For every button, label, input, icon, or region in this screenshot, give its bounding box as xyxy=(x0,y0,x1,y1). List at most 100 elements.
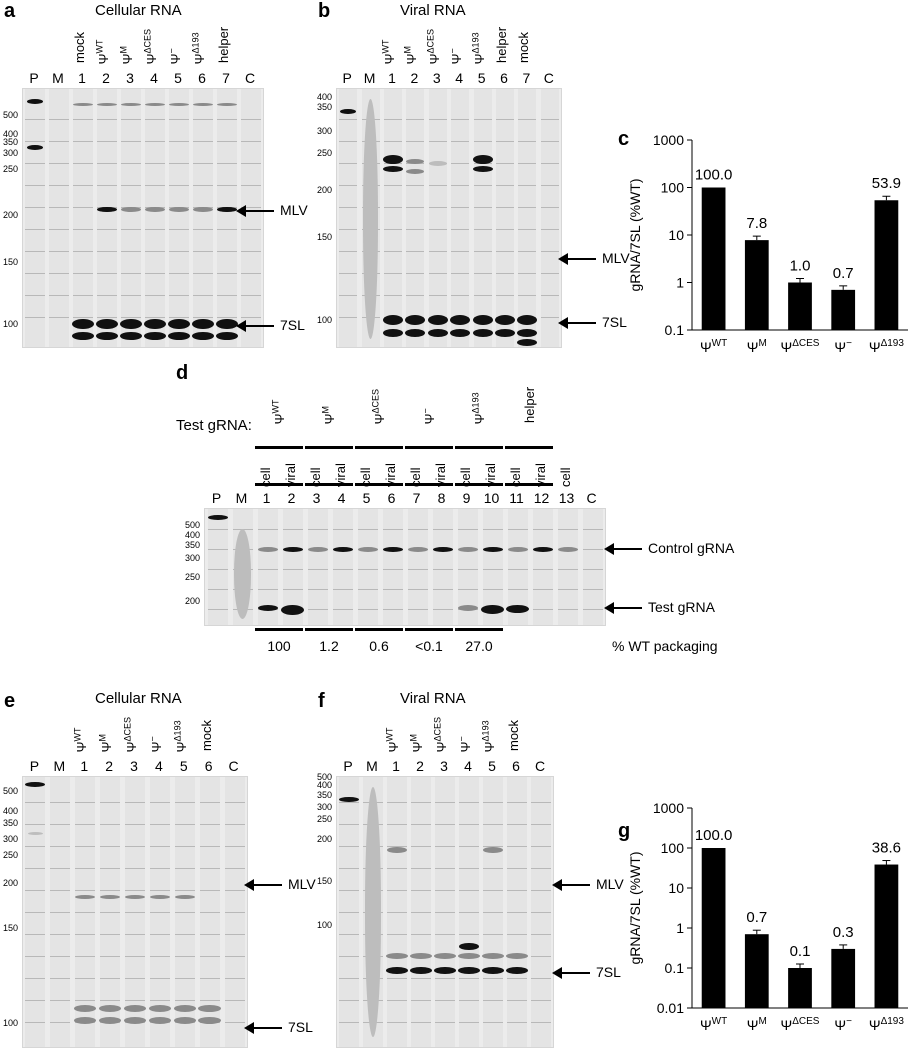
panel-d-packaging-label: % WT packaging xyxy=(612,638,718,654)
d-ladder-line xyxy=(482,589,503,590)
e-ladder-line xyxy=(149,846,170,847)
a-lane xyxy=(241,89,261,347)
e-ladder-line xyxy=(224,824,245,825)
e-marker-label: 250 xyxy=(2,850,18,860)
e-ladder-line xyxy=(125,978,145,979)
a-band xyxy=(73,103,93,106)
e-lane xyxy=(224,777,245,1047)
b-ladder-line xyxy=(451,251,470,252)
f-lane-label: M xyxy=(366,758,378,774)
a-ladder-line xyxy=(121,317,141,318)
a-ladder-line xyxy=(169,251,189,252)
a-ladder-line xyxy=(73,119,93,120)
e-ladder-line xyxy=(100,824,121,825)
a-ladder-line xyxy=(217,251,237,252)
e-ladder-line xyxy=(149,978,170,979)
f-ladder-line xyxy=(531,978,551,979)
a-ladder-line xyxy=(97,119,117,120)
d-ladder-line xyxy=(557,589,578,590)
e-ladder-line xyxy=(25,868,46,869)
e-ladder-line xyxy=(75,934,96,935)
e-ladder-line xyxy=(199,846,220,847)
b-ladder-line xyxy=(518,141,537,142)
a-marker-label: 400 xyxy=(2,129,18,139)
d-group-bar xyxy=(305,446,353,449)
f-ladder-line xyxy=(507,912,527,913)
f-ladder-line xyxy=(531,912,551,913)
category-label: ΨΔ193 xyxy=(869,338,905,355)
f-lane-label: 3 xyxy=(440,758,448,774)
b-ladder-line xyxy=(496,207,514,208)
f-ladder-line xyxy=(435,802,455,803)
b-ladder-line xyxy=(339,185,358,186)
f-marker-label: 500 xyxy=(316,772,332,782)
e-ladder-line xyxy=(75,824,96,825)
d-group-bar xyxy=(455,446,503,449)
b-marker-label: 100 xyxy=(316,315,332,325)
e-ladder-line xyxy=(125,802,145,803)
a-ladder-line xyxy=(49,295,69,296)
panel-b-arrow-mlv: MLV xyxy=(558,250,630,266)
d-lane-label: 3 xyxy=(312,490,321,506)
d-lane xyxy=(582,509,603,625)
b-ladder-line xyxy=(406,295,425,296)
e-band xyxy=(98,1017,122,1024)
a-ladder-line xyxy=(73,229,93,230)
a-ladder-line xyxy=(145,185,165,186)
e-ladder-line xyxy=(50,934,71,935)
a-ladder-line xyxy=(121,163,141,164)
bar xyxy=(701,848,726,1008)
b-ladder-line xyxy=(406,207,425,208)
d-band xyxy=(207,515,228,520)
d-band xyxy=(281,605,304,615)
d-sub-bar xyxy=(505,483,553,486)
d-ladder-line xyxy=(407,569,428,570)
b-ladder-line xyxy=(428,229,447,230)
b-ladder-line xyxy=(406,185,425,186)
e-ladder-line xyxy=(100,1000,121,1001)
f-ladder-line xyxy=(387,824,407,825)
b-lane xyxy=(496,89,514,347)
e-ladder-line xyxy=(199,890,220,891)
f-band xyxy=(387,847,407,853)
e-marker-label: 350 xyxy=(2,818,18,828)
d-band xyxy=(506,605,529,613)
d-lane-label: M xyxy=(235,490,248,506)
e-ladder-line xyxy=(50,912,71,913)
y-tick-label: 1 xyxy=(676,275,684,291)
b-ladder-line xyxy=(518,251,537,252)
f-ladder-line xyxy=(531,956,551,957)
d-sub-bar xyxy=(255,483,303,486)
d-ladder-line xyxy=(357,609,378,610)
d-lane xyxy=(332,509,353,625)
a-ladder-line xyxy=(193,163,213,164)
d-lane xyxy=(382,509,403,625)
d-pack-bar xyxy=(405,628,453,631)
d-marker-label: 250 xyxy=(184,572,200,582)
y-tick-label: 0.1 xyxy=(665,322,685,338)
b-band xyxy=(406,159,425,164)
d-band xyxy=(557,547,578,552)
a-marker-label: 150 xyxy=(2,257,18,267)
panel-a-arrow-mlv: MLV xyxy=(236,202,308,218)
panel-g-letter: g xyxy=(618,820,631,842)
bar xyxy=(788,968,812,1008)
d-packaging-value: 27.0 xyxy=(465,638,493,654)
bar-value-label: 100.0 xyxy=(695,827,733,844)
e-ladder-line xyxy=(25,912,46,913)
e-marker-label: 500 xyxy=(2,786,18,796)
d-group-label: ΨΔCES xyxy=(370,388,387,425)
a-ladder-line xyxy=(217,317,237,318)
b-ladder-line xyxy=(384,119,402,120)
gel-a xyxy=(22,88,264,348)
d-band xyxy=(282,547,303,552)
d-packaging-value: <0.1 xyxy=(415,638,443,654)
e-ladder-line xyxy=(224,956,245,957)
e-ladder-line xyxy=(75,912,96,913)
panel-a-title: Cellular RNA xyxy=(95,2,182,19)
f-ladder-line xyxy=(387,978,407,979)
a-band xyxy=(192,332,214,340)
f-ladder-line xyxy=(459,1000,479,1001)
d-lane-label: 6 xyxy=(387,490,396,506)
a-ladder-line xyxy=(73,185,93,186)
